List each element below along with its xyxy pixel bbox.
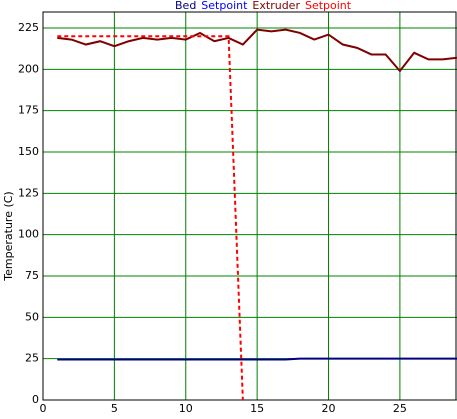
y-tick-label: 0 (32, 393, 39, 406)
plot-border (42, 11, 457, 401)
y-tick-label: 75 (25, 269, 39, 282)
y-tick-label: 100 (18, 228, 39, 241)
series-line (57, 357, 457, 361)
y-tick-label: 225 (18, 21, 39, 34)
x-tick-label: 10 (179, 402, 193, 415)
y-tick-label: 25 (25, 352, 39, 365)
series-line (57, 35, 244, 401)
legend-entry: Setpoint (305, 0, 352, 12)
x-tick-label: 20 (322, 402, 336, 415)
legend-entry: Bed (175, 0, 196, 12)
y-tick-label: 125 (18, 186, 39, 199)
x-tick-label: 0 (40, 402, 47, 415)
x-tick-label: 25 (393, 402, 407, 415)
y-tick-label: 50 (25, 310, 39, 323)
y-axis-label: Temperature (C) (2, 191, 15, 281)
series-line (57, 28, 457, 73)
legend-entry: Setpoint (201, 0, 248, 12)
x-tick-label: 5 (111, 402, 118, 415)
y-tick-label: 150 (18, 145, 39, 158)
x-tick-label: 15 (250, 402, 264, 415)
y-tick-label: 200 (18, 62, 39, 75)
legend-entry: Extruder (252, 0, 300, 12)
y-tick-label: 175 (18, 104, 39, 117)
